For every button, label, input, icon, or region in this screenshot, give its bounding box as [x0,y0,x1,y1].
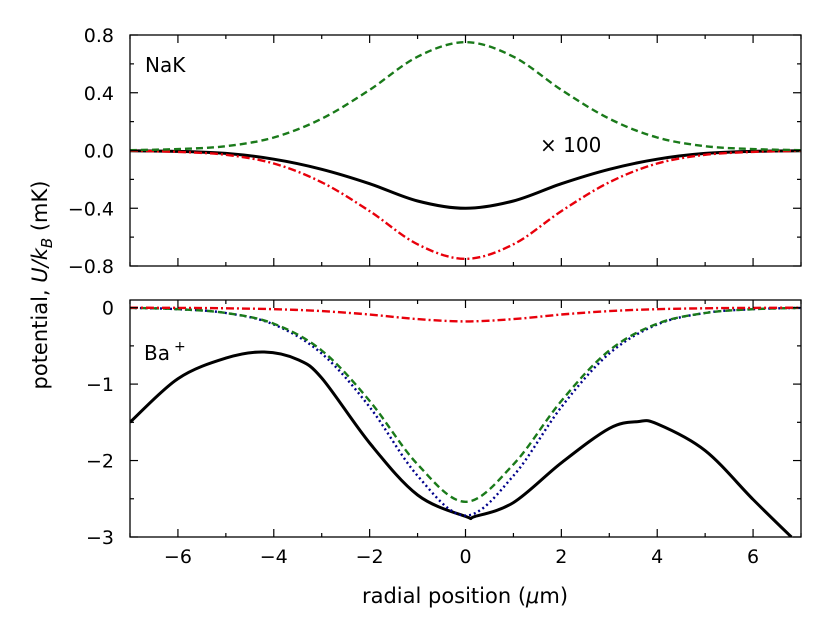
x-tick-label: 6 [747,546,759,568]
x-tick-label: 2 [555,546,567,568]
bottom-y-tick-label: −3 [86,527,114,549]
bottom-panel-label-text: Ba [144,341,170,365]
top-panel-ticks: −0.8 −0.4 0.0 0.4 0.8 [68,25,802,278]
top-series-dash-dot [130,149,801,261]
top-panel-curves [130,40,801,261]
bottom-series-total [130,350,793,537]
bottom-panel-curves [130,306,801,537]
top-panel: −0.8 −0.4 0.0 0.4 0.8 NaK × 100 [68,25,802,278]
top-panel-frame [129,34,802,267]
bottom-y-tick-label: −1 [86,374,114,396]
x-axis-label: radial position (μm) [362,584,568,608]
bottom-panel: −6 −4 −2 0 2 4 6 −3 −2 −1 0 Ba + [86,298,802,568]
bottom-series-dashed [130,306,801,504]
bottom-panel-label: Ba + [144,339,186,365]
top-y-tick-label: −0.4 [68,198,114,220]
bottom-panel-label-sup: + [174,339,186,355]
bottom-y-tick-label: −2 [86,451,114,473]
top-series-dashed [130,40,801,152]
top-y-tick-label: 0.4 [84,83,114,105]
top-y-tick-label: −0.8 [68,256,114,278]
x-tick-label: −6 [164,546,192,568]
scale-annotation: × 100 [540,133,601,157]
bottom-y-tick-label: 0 [102,298,114,320]
top-series-total [130,149,801,210]
top-panel-label: NaK [145,53,186,77]
y-axis-label: potential, U/kB (mK) [28,181,56,390]
top-y-tick-label: 0.8 [84,25,114,47]
bottom-panel-ticks: −6 −4 −2 0 2 4 6 −3 −2 −1 0 [86,298,802,568]
x-tick-label: −2 [356,546,384,568]
bottom-series-dash-dot [130,306,801,323]
top-y-tick-label: 0.0 [84,141,114,163]
bottom-series-dotted [130,306,801,517]
x-tick-label: 0 [459,546,471,568]
bottom-panel-frame [129,299,802,538]
x-tick-label: −4 [260,546,288,568]
x-tick-label: 4 [651,546,663,568]
